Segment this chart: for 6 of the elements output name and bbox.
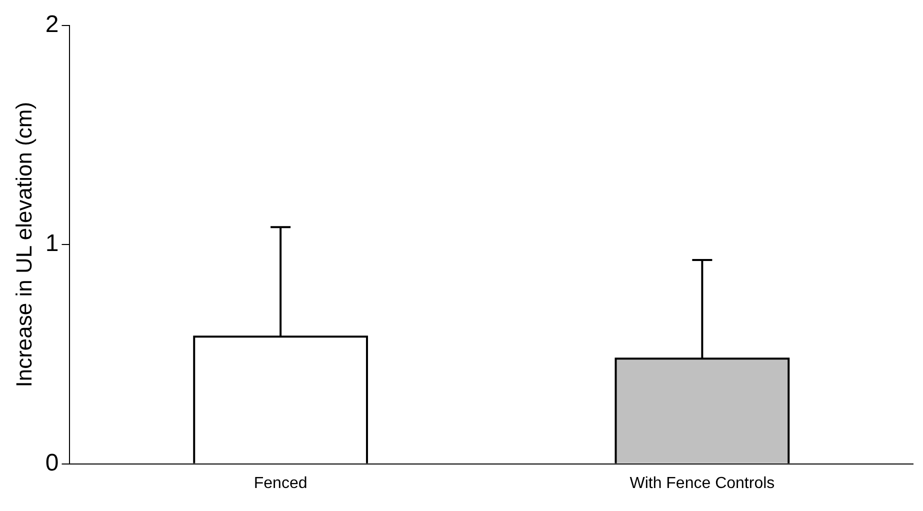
x-tick-label: With Fence Controls — [630, 474, 775, 492]
y-tick-label: 0 — [45, 449, 59, 476]
x-tick-label: Fenced — [254, 474, 308, 492]
y-tick-label: 1 — [45, 230, 59, 258]
y-axis-title: Increase in UL elevation (cm) — [11, 102, 36, 388]
y-tick-label: 2 — [45, 11, 59, 38]
